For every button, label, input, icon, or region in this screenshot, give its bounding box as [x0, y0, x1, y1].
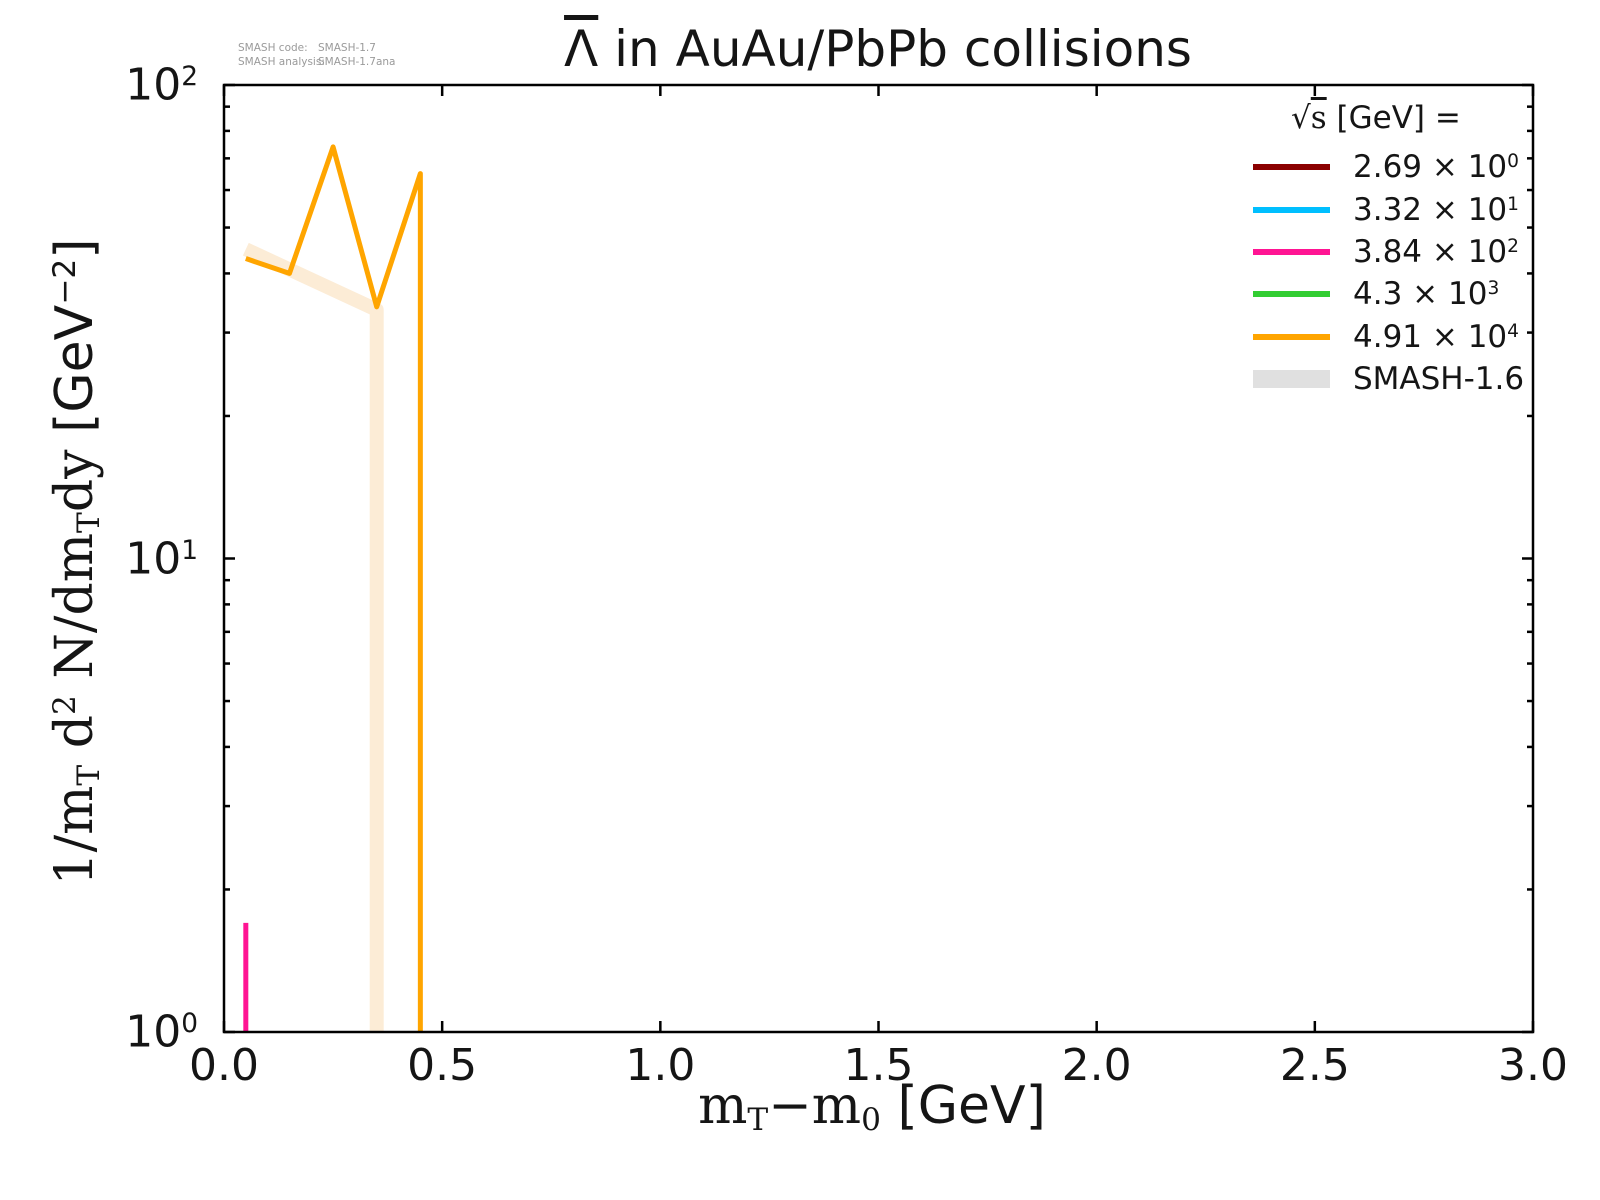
legend-row: 3.84 × 102: [1253, 231, 1524, 273]
legend-label-exponent: 1: [1507, 193, 1519, 215]
label-segment: 1/m: [45, 785, 106, 886]
y-tick-base: 10: [125, 59, 182, 111]
legend-label: 3.32 × 101: [1353, 192, 1519, 228]
smash-code-annotation: SMASH code: SMASH-1.7 SMASH analysis:SMAS…: [238, 42, 395, 69]
x-axis-label: mT−m0 [GeV]: [698, 1076, 1046, 1138]
annotation-row-1: SMASH code: SMASH-1.7: [238, 42, 395, 56]
x-tick-label: 1.5: [843, 1040, 914, 1091]
series-line-4.91-10-: [245, 144, 423, 1032]
legend-row: 3.32 × 101: [1253, 188, 1524, 230]
legend-swatch: [1253, 370, 1330, 389]
label-segment: [GeV]: [880, 1076, 1046, 1136]
x-tick-label: 2.5: [1279, 1040, 1350, 1091]
y-tick-base: 10: [125, 1006, 182, 1058]
legend-row: 4.3 × 103: [1253, 273, 1524, 315]
label-segment: −m: [768, 1076, 862, 1136]
chart-title-text: in AuAu/PbPb collisions: [598, 20, 1192, 78]
legend-label: 4.91 × 104: [1353, 319, 1519, 355]
annotation-value: SMASH-1.7ana: [318, 55, 396, 68]
label-segment: [GeV: [45, 304, 106, 450]
legend-label-exponent: 0: [1507, 150, 1519, 172]
y-tick-exponent: 2: [181, 60, 198, 92]
legend-label-base: 4.3 × 10: [1353, 276, 1488, 313]
label-segment: d: [45, 714, 106, 765]
label-segment: T: [70, 764, 107, 786]
y-tick-exponent: 1: [181, 534, 198, 566]
label-segment: s: [1310, 100, 1327, 136]
y-tick-label: 100: [125, 1007, 198, 1058]
y-axis-label: 1/mT d2 N/dmTdy [GeV−2]: [45, 238, 107, 885]
y-tick-exponent: 0: [181, 1007, 198, 1039]
annotation-label: SMASH code:: [238, 42, 308, 54]
series-line-SMASH-1.6: [242, 242, 384, 1032]
x-tick-label: 2.0: [1061, 1040, 1132, 1091]
label-segment: √: [1291, 100, 1311, 136]
y-tick-base: 10: [125, 533, 182, 584]
legend-label-base: 2.69 × 10: [1353, 149, 1508, 186]
x-tick-label: 1.0: [625, 1040, 696, 1091]
label-segment: T: [70, 512, 107, 533]
legend-row: 4.91 × 104: [1253, 316, 1524, 358]
chart-title: Λ in AuAu/PbPb collisions: [564, 22, 1192, 77]
legend-label-exponent: 4: [1507, 320, 1519, 342]
label-segment: [GeV] =: [1326, 100, 1461, 136]
legend-label-base: 3.84 × 10: [1353, 233, 1508, 270]
x-tick-label: 0.5: [407, 1040, 478, 1091]
legend-swatch: [1253, 291, 1330, 298]
label-segment: 0: [861, 1101, 881, 1138]
x-tick-label: 0.0: [189, 1040, 259, 1091]
axis-ticks: [222, 83, 1535, 1034]
legend-swatch: [1253, 164, 1330, 171]
annotation-label: SMASH analysis:: [238, 55, 325, 68]
label-segment: N/dm: [45, 532, 106, 696]
legend-title: √s [GeV] =: [1291, 100, 1461, 136]
legend-entries: 2.69 × 100 3.32 × 101 3.84 × 102 4.3 × 103 4…: [1253, 146, 1524, 400]
label-segment: 2: [46, 695, 83, 715]
particle-symbol: Λ: [564, 20, 599, 78]
legend-row: SMASH-1.6: [1253, 358, 1524, 400]
legend-label: SMASH-1.6: [1353, 361, 1525, 398]
legend-row: 2.69 × 100: [1253, 146, 1524, 188]
annotation-value: SMASH-1.7: [318, 42, 376, 54]
legend-label-exponent: 2: [1507, 235, 1519, 257]
y-tick-label: 102: [125, 60, 198, 111]
legend-swatch: [1253, 248, 1330, 255]
annotation-row-2: SMASH analysis:SMASH-1.7ana: [238, 56, 395, 70]
label-segment: ]: [45, 238, 106, 259]
legend-label-base: 4.91 × 10: [1353, 318, 1508, 355]
label-segment: dy: [45, 449, 106, 513]
legend-swatch: [1253, 206, 1330, 213]
label-segment: −2: [46, 258, 83, 305]
x-tick-label: 3.0: [1498, 1040, 1568, 1091]
label-segment: m: [698, 1076, 748, 1136]
legend-label: 3.84 × 102: [1353, 234, 1519, 270]
legend-label-base: 3.32 × 10: [1353, 191, 1508, 228]
legend-label-exponent: 3: [1487, 278, 1500, 300]
label-segment: T: [747, 1101, 769, 1138]
legend-swatch: [1253, 333, 1330, 340]
legend-label: 2.69 × 100: [1353, 149, 1519, 185]
legend-label: 4.3 × 103: [1353, 276, 1499, 312]
y-tick-label: 101: [125, 533, 198, 584]
